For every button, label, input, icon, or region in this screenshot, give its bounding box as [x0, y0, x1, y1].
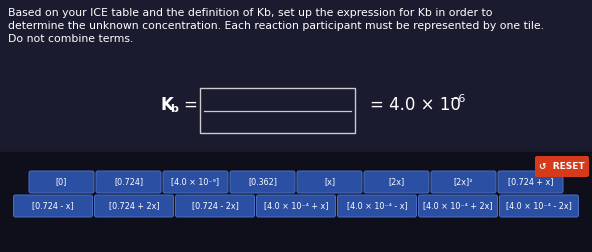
Text: = 4.0 × 10: = 4.0 × 10 — [370, 96, 461, 114]
Text: Based on your ICE table and the definition of Kb, set up the expression for Kb i: Based on your ICE table and the definiti… — [8, 8, 493, 18]
FancyBboxPatch shape — [419, 195, 497, 217]
FancyBboxPatch shape — [256, 195, 336, 217]
Text: [0.724 - x]: [0.724 - x] — [32, 202, 74, 210]
Text: b: b — [170, 104, 178, 114]
Text: Do not combine terms.: Do not combine terms. — [8, 34, 133, 44]
Text: [2x]²: [2x]² — [453, 177, 473, 186]
Text: [4.0 × 10⁻⁹]: [4.0 × 10⁻⁹] — [172, 177, 220, 186]
Text: [0.724 + 2x]: [0.724 + 2x] — [109, 202, 159, 210]
Bar — [0, 152, 592, 252]
Text: [4.0 × 10⁻⁴ + 2x]: [4.0 × 10⁻⁴ + 2x] — [423, 202, 493, 210]
Text: [0.724 + x]: [0.724 + x] — [508, 177, 554, 186]
Text: =: = — [183, 96, 197, 114]
FancyBboxPatch shape — [230, 171, 295, 193]
Text: [2x]: [2x] — [388, 177, 404, 186]
Text: [0.724 - 2x]: [0.724 - 2x] — [192, 202, 239, 210]
Text: determine the unknown concentration. Each reaction participant must be represent: determine the unknown concentration. Eac… — [8, 21, 544, 31]
FancyBboxPatch shape — [498, 171, 563, 193]
Text: [0.724]: [0.724] — [114, 177, 143, 186]
Text: [4.0 × 10⁻⁴ - 2x]: [4.0 × 10⁻⁴ - 2x] — [506, 202, 572, 210]
FancyBboxPatch shape — [14, 195, 92, 217]
FancyBboxPatch shape — [96, 171, 161, 193]
Bar — [0, 0, 592, 152]
FancyBboxPatch shape — [431, 171, 496, 193]
Text: ↺  RESET: ↺ RESET — [539, 162, 585, 171]
Text: K: K — [160, 96, 173, 114]
FancyBboxPatch shape — [95, 195, 173, 217]
Text: [4.0 × 10⁻⁴ - x]: [4.0 × 10⁻⁴ - x] — [347, 202, 407, 210]
FancyBboxPatch shape — [163, 171, 228, 193]
Text: [4.0 × 10⁻⁴ + x]: [4.0 × 10⁻⁴ + x] — [264, 202, 328, 210]
FancyBboxPatch shape — [535, 156, 589, 177]
FancyBboxPatch shape — [500, 195, 578, 217]
FancyBboxPatch shape — [337, 195, 417, 217]
Text: [0]: [0] — [56, 177, 67, 186]
Text: [x]: [x] — [324, 177, 335, 186]
FancyBboxPatch shape — [297, 171, 362, 193]
Text: [0.362]: [0.362] — [248, 177, 277, 186]
FancyBboxPatch shape — [364, 171, 429, 193]
FancyBboxPatch shape — [29, 171, 94, 193]
Text: −6: −6 — [450, 94, 466, 104]
FancyBboxPatch shape — [175, 195, 255, 217]
